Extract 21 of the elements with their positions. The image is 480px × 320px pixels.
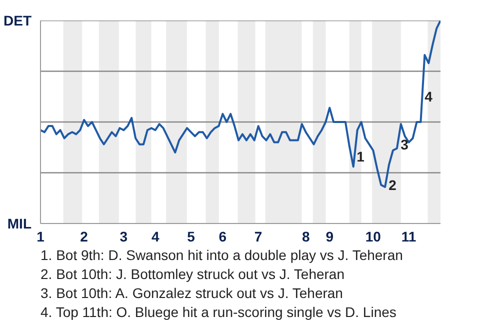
x-tick-label: 1 [36, 228, 45, 244]
text: 4. Top 11th: O. Bluege hit a run-scoring single vs D. Lines [40, 304, 396, 320]
x-tick-label: 2 [80, 228, 88, 244]
x-tick-label: 10 [365, 228, 382, 244]
annotation: 1 [356, 148, 365, 165]
annotation: 2 [388, 176, 397, 193]
text: 2. Bot 10th: J. Bottomley struck out vs J. Teheran [40, 266, 345, 282]
text: 1. Bot 9th: D. Swanson hit into a double play vs J. Teheran [40, 247, 403, 263]
x-tick-label: 4 [151, 228, 160, 244]
x-tick-label: 3 [120, 228, 128, 244]
text: MIL [7, 216, 32, 232]
x-tick-label: 11 [401, 228, 416, 244]
text: 3. Bot 10th: A. Gonzalez struck out vs J. Teheran [40, 285, 343, 301]
x-tick-label: 5 [187, 228, 196, 244]
text: DET [4, 12, 32, 28]
x-tick-label: 6 [218, 228, 227, 244]
x-tick-label: 9 [326, 228, 334, 244]
x-tick-label: 8 [302, 228, 310, 244]
annotation: 3 [400, 136, 409, 152]
annotation: 4 [424, 88, 433, 105]
x-tick-label: 7 [254, 228, 262, 244]
